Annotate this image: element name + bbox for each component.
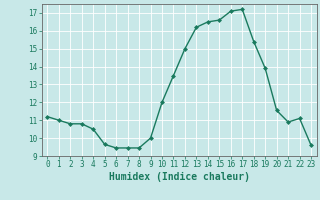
X-axis label: Humidex (Indice chaleur): Humidex (Indice chaleur) xyxy=(109,172,250,182)
